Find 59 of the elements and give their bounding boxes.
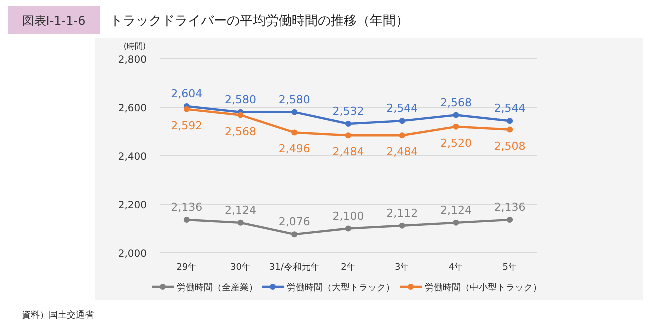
y-axis-title: (時間) [124,42,146,51]
y-tick-label: 2,400 [118,152,147,163]
data-label: 2,520 [440,136,472,150]
data-label: 2,508 [494,140,526,153]
text: 図表Ⅰ-1-1-6 [22,14,86,28]
point [238,220,244,226]
point [507,217,514,224]
point [346,120,352,127]
x-tick-label: 29年 [176,262,198,273]
x-tick-label: 3年 [394,262,410,273]
point [184,106,190,112]
data-label: 2,592 [171,119,203,132]
point [453,112,460,118]
point [399,118,406,124]
point [453,220,460,226]
data-label: 2,076 [278,216,310,229]
x-tick-label: 5年 [502,262,518,273]
data-label: 2,112 [386,206,418,220]
data-label: 2,136 [171,201,203,214]
data-label: 2,580 [225,93,257,106]
point [399,222,406,229]
data-label: 2,568 [440,96,472,110]
point [238,112,244,118]
data-label: 2,496 [278,142,310,156]
data-label: 2,484 [386,146,418,159]
point [184,217,190,224]
point [507,126,514,133]
data-label: 2,532 [332,104,364,118]
point [399,132,406,139]
data-label: 2,544 [494,102,526,116]
x-tick-label: 30年 [230,262,252,273]
data-label: 2,124 [440,204,472,217]
text: 資料）国土交通省 [22,310,94,321]
x-tick-label: 4年 [448,262,464,273]
data-label: 2,568 [225,125,257,138]
data-label: 2,484 [332,146,364,159]
y-tick-label: 2,800 [118,55,147,66]
point [292,232,298,238]
point [507,118,514,124]
legend-label: 労働時間（大型トラック） [287,282,395,294]
point [292,130,298,136]
data-label: 2,544 [386,102,418,116]
data-label: 2,124 [225,204,257,217]
point [453,124,460,130]
data-label: 2,100 [332,210,364,223]
legend-label: 労働時間（中小型トラック） [425,282,542,294]
y-tick-label: 2,600 [118,104,147,114]
point [292,109,298,116]
data-label: 2,136 [494,201,526,214]
point [346,226,352,232]
legend-label: 労働時間（全産業） [177,282,258,294]
x-tick-label: 31/令和元年 [269,262,320,273]
chart-title: トラックドライバーの平均労働時間の推移（年間） [110,14,409,29]
data-label: 2,604 [171,88,203,101]
y-tick-label: 2,000 [118,249,147,260]
x-tick-label: 2年 [341,262,356,273]
data-label: 2,580 [278,93,310,106]
point [346,132,352,139]
y-tick-label: 2,200 [118,200,147,212]
